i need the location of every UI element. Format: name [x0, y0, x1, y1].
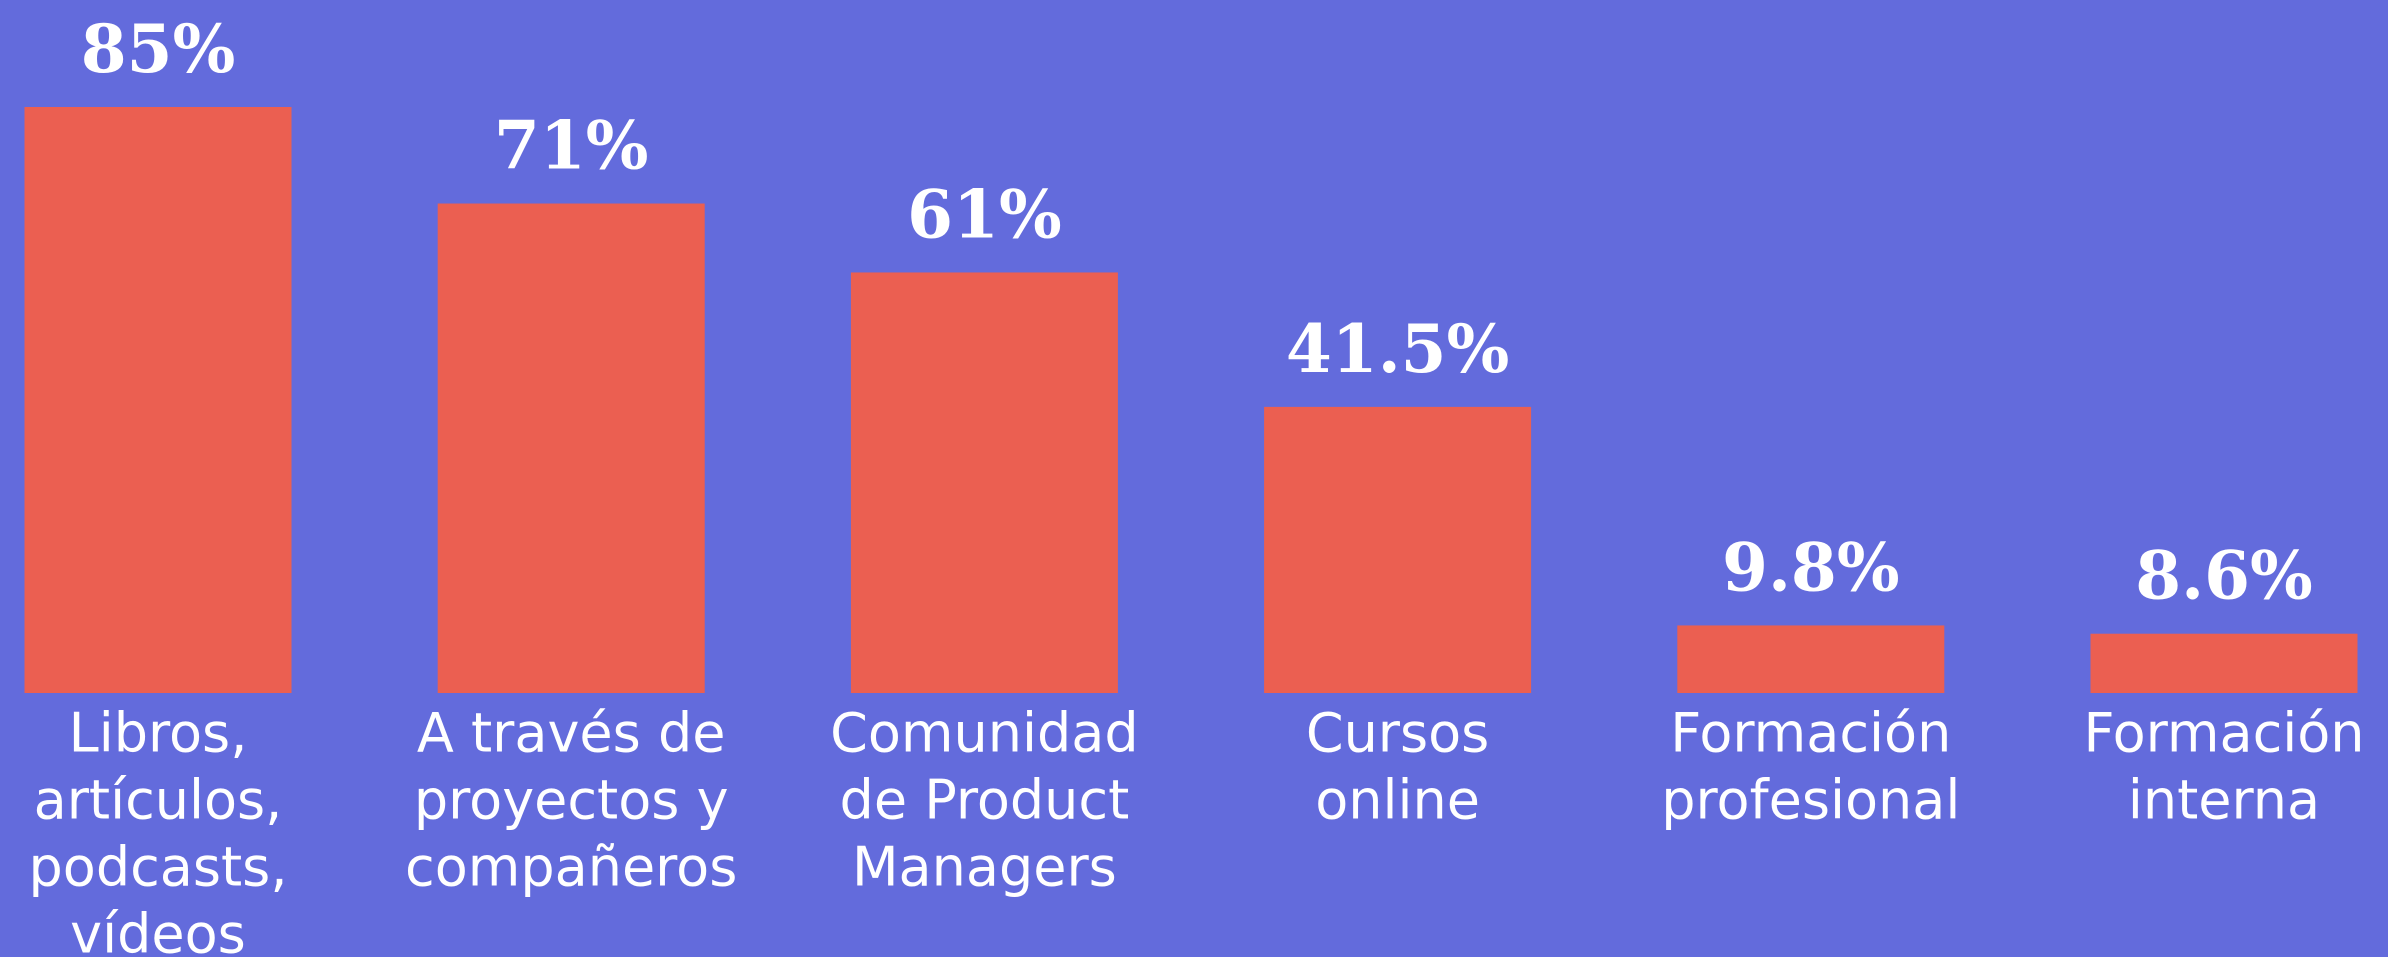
category-label: de Product: [840, 769, 1130, 832]
category-label: profesional: [1661, 769, 1960, 832]
value-label: 61%: [907, 175, 1062, 253]
category-label: online: [1315, 769, 1480, 832]
category-label: Managers: [852, 836, 1117, 899]
category-label: podcasts,: [29, 836, 288, 899]
category-label: Libros,: [69, 702, 248, 765]
value-label: 85%: [81, 10, 236, 88]
bar: [1677, 625, 1945, 693]
bar: [437, 203, 705, 694]
category-label: Comunidad: [830, 702, 1138, 765]
bar: [2090, 633, 2358, 693]
value-label: 41.5%: [1286, 310, 1509, 388]
value-label: 9.8%: [1722, 528, 1900, 606]
category-label: Formación: [1670, 702, 1951, 765]
category-label: Formación: [2083, 702, 2364, 765]
category-label: interna: [2128, 769, 2320, 832]
category-label: Cursos: [1306, 702, 1489, 765]
bar: [850, 272, 1118, 693]
category-label: compañeros: [405, 836, 737, 899]
category-label: artículos,: [34, 769, 283, 832]
category-label: A través de: [417, 702, 726, 765]
category-label: proyectos y: [414, 769, 729, 832]
category-label: vídeos: [70, 903, 246, 957]
value-label: 71%: [494, 107, 649, 185]
bar: [24, 107, 292, 693]
value-label: 8.6%: [2135, 537, 2313, 615]
bar: [1264, 406, 1532, 693]
